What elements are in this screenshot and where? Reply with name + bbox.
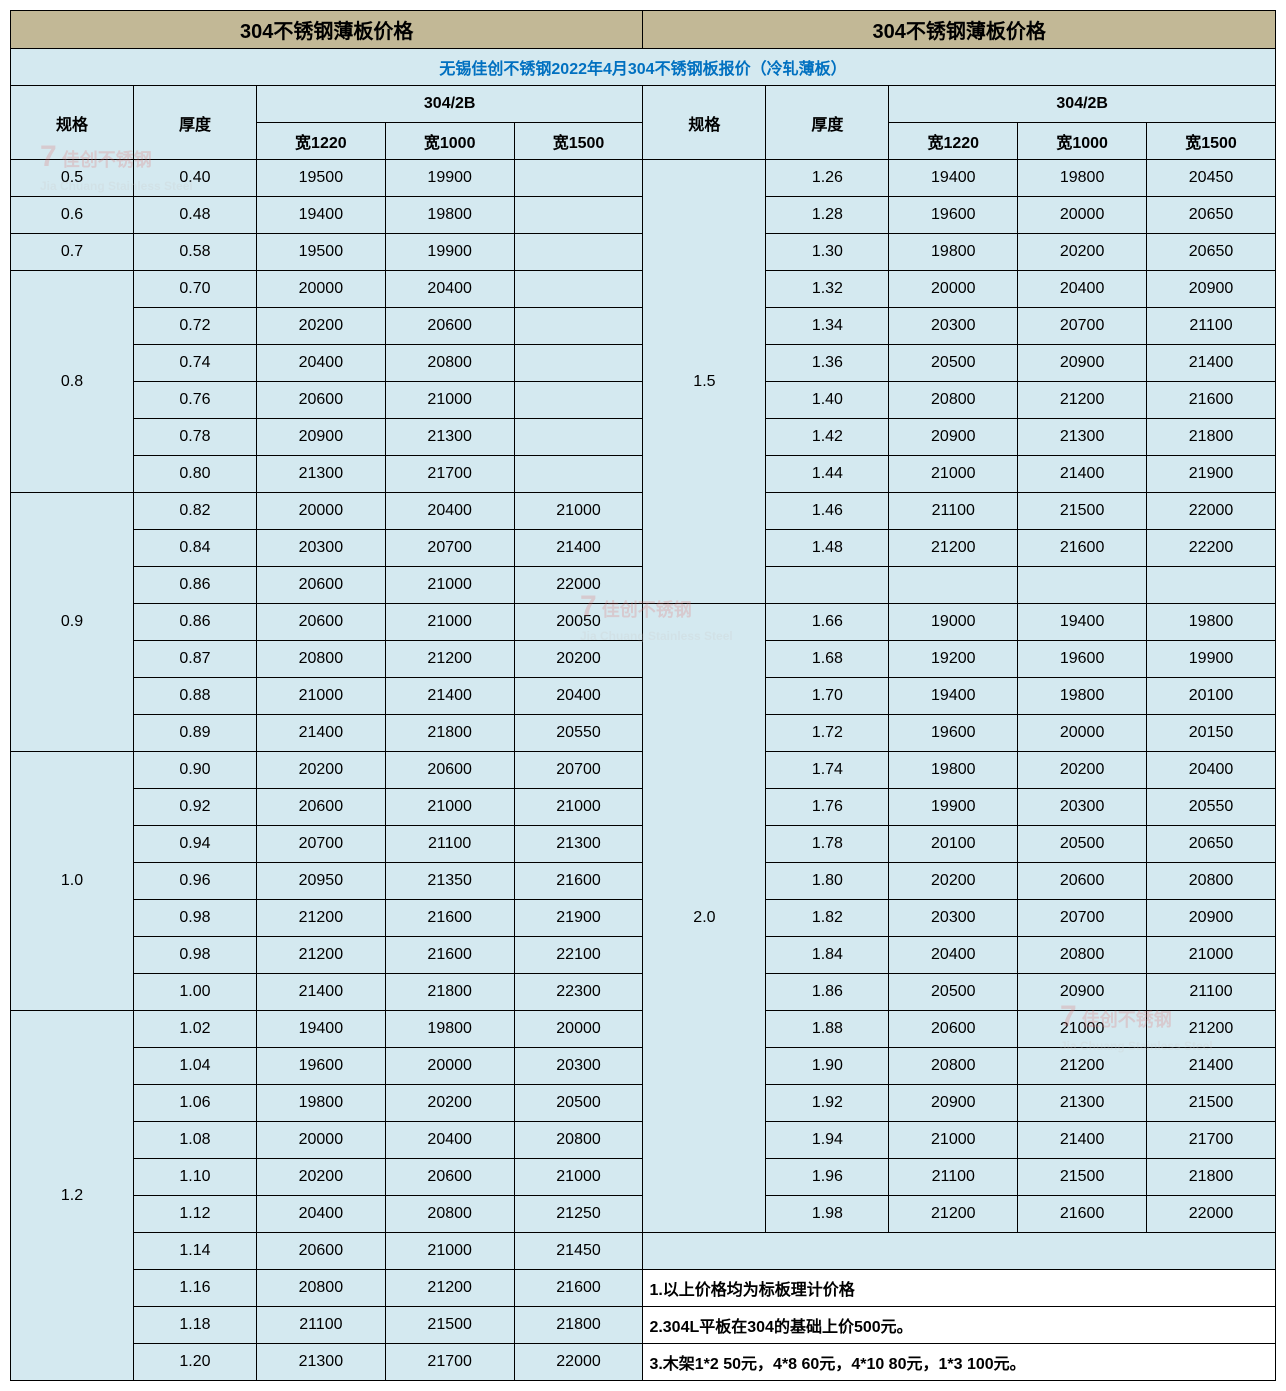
header-w1500-left: 宽1500 — [514, 123, 643, 160]
header-spec-left: 规格 — [11, 86, 134, 160]
header-grade-right: 304/2B — [889, 86, 1276, 123]
header-w1220-right: 宽1220 — [889, 123, 1018, 160]
note-1: 1.以上价格均为标板理计价格 — [643, 1270, 1276, 1307]
header-w1220-left: 宽1220 — [256, 123, 385, 160]
subtitle: 无锡佳创不锈钢2022年4月304不锈钢板报价（冷轧薄板） — [11, 49, 1276, 86]
price-table: 304不锈钢薄板价格304不锈钢薄板价格无锡佳创不锈钢2022年4月304不锈钢… — [10, 10, 1276, 1381]
header-w1000-right: 宽1000 — [1018, 123, 1147, 160]
header-thickness-right: 厚度 — [766, 86, 889, 160]
spec-left: 1.2 — [11, 1011, 134, 1381]
spec-left: 0.5 — [11, 160, 134, 197]
header-w1000-left: 宽1000 — [385, 123, 514, 160]
header-w1500-right: 宽1500 — [1147, 123, 1276, 160]
header-spec-right: 规格 — [643, 86, 766, 160]
spec-right: 1.5 — [643, 160, 766, 604]
spec-left: 0.9 — [11, 493, 134, 752]
spec-left: 0.7 — [11, 234, 134, 271]
spec-left: 1.0 — [11, 752, 134, 1011]
note-2: 2.304L平板在304的基础上价500元。 — [643, 1307, 1276, 1344]
title-right: 304不锈钢薄板价格 — [643, 11, 1276, 49]
spec-left: 0.6 — [11, 197, 134, 234]
note-3: 3.木架1*2 50元，4*8 60元，4*10 80元，1*3 100元。 — [643, 1344, 1276, 1381]
header-thickness-left: 厚度 — [133, 86, 256, 160]
title-left: 304不锈钢薄板价格 — [11, 11, 643, 49]
header-grade-left: 304/2B — [256, 86, 643, 123]
spec-left: 0.8 — [11, 271, 134, 493]
spec-right: 2.0 — [643, 604, 766, 1233]
